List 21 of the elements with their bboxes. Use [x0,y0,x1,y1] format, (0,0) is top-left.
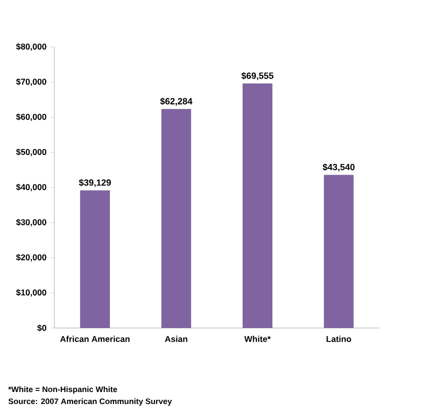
bar [242,83,272,328]
x-tick-label: White* [244,336,271,342]
data-label: $69,555 [241,72,274,80]
y-tick-label: $50,000 [16,148,46,156]
y-tick-label: $70,000 [16,78,46,86]
y-tick-label: $20,000 [16,254,46,262]
x-tick-label: African American [60,336,130,342]
x-tick-label: Asian [164,336,188,342]
x-tick-label: Latino [326,336,352,342]
bar [324,174,354,328]
y-tick-label: $40,000 [16,184,46,192]
bar [80,190,110,328]
data-label: $39,129 [78,179,111,188]
y-tick-label: $0 [37,324,46,332]
y-tick-label: $60,000 [16,113,46,122]
data-label: $62,284 [160,98,192,106]
y-tick-label: $30,000 [16,218,46,226]
y-tick-label: $10,000 [16,289,46,297]
data-label: $43,540 [322,164,355,172]
bar [161,109,192,328]
y-tick-label: $80,000 [16,43,46,51]
